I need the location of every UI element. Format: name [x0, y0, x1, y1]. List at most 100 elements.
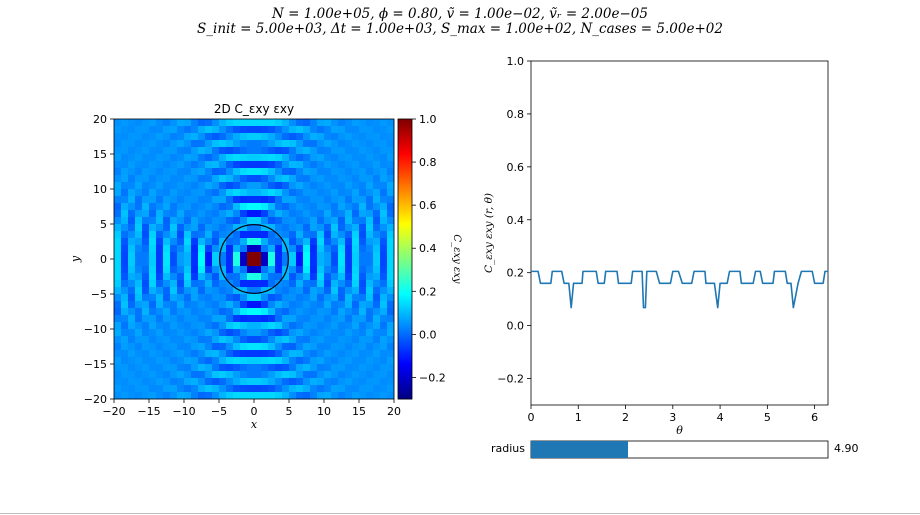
heatmap-cell	[156, 210, 164, 218]
heatmap-cell	[198, 350, 206, 358]
heatmap-cell	[310, 210, 318, 218]
heatmap-cell	[247, 238, 255, 246]
heatmap-cell	[184, 224, 192, 232]
heatmap-cell	[380, 182, 388, 190]
heatmap-cell	[233, 392, 241, 400]
heatmap-cell	[184, 357, 192, 365]
heatmap-cell	[345, 119, 353, 127]
heatmap-cell	[303, 350, 311, 358]
heatmap-cell	[198, 126, 206, 134]
colorbar-segment	[398, 306, 412, 309]
heatmap-cell	[296, 322, 304, 330]
heatmap-cell	[352, 203, 360, 211]
heatmap-cell	[149, 329, 157, 337]
heatmap-cell	[135, 196, 143, 204]
heatmap-cell	[352, 259, 360, 267]
heatmap-cell	[247, 119, 255, 127]
heatmap-cell	[205, 224, 213, 232]
corr-tick-label: 1.0	[507, 55, 525, 68]
heatmap-cell	[170, 210, 178, 218]
heatmap-cell	[254, 196, 262, 204]
heatmap-cell	[156, 182, 164, 190]
heatmap-cell	[352, 336, 360, 344]
heatmap-cell	[170, 217, 178, 225]
heatmap-cell	[240, 385, 248, 393]
heatmap-cell	[268, 175, 276, 183]
heatmap-cell	[191, 322, 199, 330]
colorbar-segment	[398, 327, 412, 331]
colorbar-segment	[398, 203, 412, 206]
heatmap-cell	[324, 329, 332, 337]
heatmap-cell	[156, 231, 164, 239]
heatmap-cell	[296, 245, 304, 253]
slider-fill[interactable]	[531, 441, 629, 458]
heatmap-cell	[135, 140, 143, 148]
heatmap-cell	[338, 315, 346, 323]
heatmap-cell	[345, 161, 353, 169]
colorbar-segment	[398, 291, 412, 294]
heatmap-cell	[191, 273, 199, 281]
heatmap-cell	[275, 350, 283, 358]
heatmap-cell	[135, 301, 143, 309]
heatmap-cell	[114, 385, 122, 393]
heatmap-cell	[282, 259, 290, 267]
heatmap-cell	[338, 245, 346, 253]
colorbar-segment	[398, 347, 412, 350]
heatmap-cell	[142, 371, 150, 379]
heatmap-cell	[128, 392, 136, 400]
heatmap-cell	[247, 336, 255, 344]
heatmap-cell	[359, 259, 367, 267]
colorbar-segment	[398, 388, 412, 391]
y-tick-label: −5	[91, 288, 107, 301]
heatmap-cell	[114, 126, 122, 134]
heatmap-cell	[247, 364, 255, 372]
heatmap-cell	[121, 315, 129, 323]
heatmap-cell	[352, 301, 360, 309]
heatmap-cell	[149, 147, 157, 155]
heatmap-cell	[114, 329, 122, 337]
heatmap-cell	[198, 315, 206, 323]
heatmap-cell	[163, 294, 171, 302]
heatmap-cell	[247, 161, 255, 169]
heatmap-cell	[268, 182, 276, 190]
heatmap-cell	[373, 273, 381, 281]
heatmap-cell	[317, 189, 325, 197]
heatmap-cell	[303, 210, 311, 218]
heatmap-cell	[373, 168, 381, 176]
heatmap-cell	[282, 357, 290, 365]
heatmap-cell	[289, 154, 297, 162]
colorbar-segment	[398, 293, 412, 297]
heatmap-cell	[310, 224, 318, 232]
heatmap-cell	[282, 154, 290, 162]
heatmap-cell	[268, 161, 276, 169]
heatmap-cell	[352, 154, 360, 162]
radius-slider[interactable]: radius 4.90	[491, 440, 859, 459]
colorbar-tick-label: 0.8	[419, 156, 437, 169]
colorbar-segment	[398, 304, 412, 307]
heatmap-cell	[212, 147, 220, 155]
heatmap-cell	[212, 133, 220, 141]
heatmap-cell	[317, 287, 325, 295]
heatmap-cell	[282, 238, 290, 246]
heatmap-cell	[289, 203, 297, 211]
heatmap-cell	[177, 266, 185, 274]
heatmap-cell	[170, 196, 178, 204]
heatmap-cell	[240, 371, 248, 379]
heatmap-cell	[191, 147, 199, 155]
heatmap-cell	[268, 147, 276, 155]
heatmap-cell	[212, 238, 220, 246]
heatmap-cell	[212, 273, 220, 281]
heatmap-cell	[184, 147, 192, 155]
heatmap-cell	[331, 154, 339, 162]
heatmap-cell	[345, 231, 353, 239]
heatmap-cell	[331, 168, 339, 176]
heatmap-cell	[114, 119, 122, 127]
heatmap-cell	[338, 126, 346, 134]
heatmap-cell	[142, 294, 150, 302]
heatmap-cell	[282, 336, 290, 344]
heatmap-cell	[296, 371, 304, 379]
heatmap-cell	[387, 119, 395, 127]
heatmap-cell	[352, 315, 360, 323]
heatmap-cell	[233, 357, 241, 365]
heatmap-cell	[380, 175, 388, 183]
